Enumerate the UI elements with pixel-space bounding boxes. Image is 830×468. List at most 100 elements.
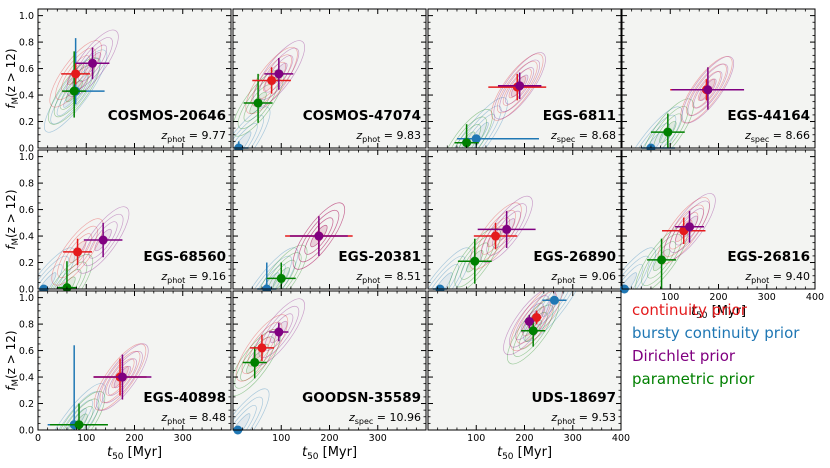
- dirichlet-contour: [66, 29, 119, 97]
- posterior-contours: [235, 202, 345, 289]
- x-tick-label: 300: [758, 292, 776, 303]
- y-tick-label: 0.8: [19, 38, 34, 49]
- dirichlet-contour: [304, 217, 334, 255]
- x-tick-label: 200: [125, 433, 143, 444]
- x-axis-label: t50 [Myr]: [302, 445, 357, 462]
- dirichlet-contour: [503, 291, 556, 356]
- panel-COSMOS-47074: COSMOS-47074 zphot = 9.83: [232, 8, 427, 153]
- redshift-label: zspec = 8.68: [550, 129, 616, 144]
- parametric-contour: [46, 261, 88, 289]
- bursty-contour: [444, 97, 508, 148]
- dirichlet-point: [98, 235, 108, 245]
- panel-EGS-40898: 0.0 0.2 0.4 0.6 0.8 1.0 0 100 200 300 EGS-40898 zph…: [19, 290, 232, 444]
- dirichlet-contour: [292, 202, 345, 270]
- bursty-contour: [622, 272, 637, 289]
- panel-EGS-26816: 100 200 300 400 EGS-26816 zphot = 9.40: [619, 149, 824, 303]
- panel-COSMOS-20646: 0.0 0.2 0.4 0.6 0.8 1.0 COSMOS-20646 zphot = 9.…: [19, 8, 232, 155]
- dirichlet-point: [685, 222, 695, 232]
- dirichlet-contour: [96, 343, 149, 411]
- bursty-contour: [457, 113, 496, 148]
- parametric-contour: [460, 242, 490, 280]
- bursty-point: [549, 295, 559, 305]
- panel-background: [38, 291, 231, 430]
- continuity-contour: [686, 63, 727, 116]
- redshift-label: zphot = 9.40: [744, 270, 810, 285]
- panel-background: [233, 291, 426, 430]
- x-tick-label: 100: [661, 292, 679, 303]
- parametric-point: [250, 357, 260, 367]
- parametric-contour: [52, 269, 82, 289]
- x-axis-label: t50 [Myr]: [107, 445, 162, 462]
- redshift-label: zspec = 10.96: [348, 411, 421, 426]
- x-tick-label: 200: [515, 433, 533, 444]
- parametric-point: [462, 138, 472, 148]
- galaxy-name: EGS-26816: [727, 249, 810, 265]
- dirichlet-contour: [258, 305, 300, 359]
- y-axis-label: fM(z > 12): [4, 330, 21, 390]
- x-tick-label: 300: [369, 433, 387, 444]
- parametric-contour: [260, 252, 302, 289]
- redshift-label: zphot = 9.16: [160, 270, 226, 285]
- continuity-contour: [63, 233, 93, 271]
- dirichlet-point: [274, 327, 284, 337]
- y-tick-label: 0.0: [19, 144, 34, 155]
- y-tick-label: 0.6: [19, 64, 34, 75]
- continuity-point: [267, 75, 277, 85]
- panel-background: [428, 9, 621, 148]
- panel-UDS-18697: 100 200 300 400 UDS-18697 zphot = 9.53: [427, 290, 630, 444]
- bursty-contour: [625, 114, 677, 148]
- continuity-point: [73, 247, 83, 257]
- dirichlet-point: [524, 316, 534, 326]
- y-axis-label: fM(z > 12): [4, 48, 21, 108]
- continuity-contour: [55, 47, 96, 100]
- bursty-contour: [38, 247, 76, 289]
- continuity-contour: [491, 53, 544, 121]
- parametric-contour: [255, 244, 308, 289]
- galaxy-name: GOODSN-35589: [302, 390, 421, 406]
- x-tick-label: 200: [320, 433, 338, 444]
- continuity-contour: [691, 71, 721, 109]
- bursty-contour: [622, 247, 656, 289]
- panel-EGS-68560: 0.0 0.2 0.4 0.6 0.8 1.0 EGS-68560 zphot = 9.16: [19, 149, 232, 296]
- x-tick-label: 100: [272, 433, 290, 444]
- galaxy-name: COSMOS-47074: [303, 108, 421, 124]
- bursty-contour: [233, 388, 270, 430]
- dirichlet-contour: [493, 52, 546, 120]
- x-tick-label: 300: [564, 433, 582, 444]
- redshift-label: zphot = 8.48: [160, 411, 226, 426]
- panel-EGS-20381: EGS-20381 zphot = 8.51: [232, 149, 427, 294]
- parametric-point: [657, 255, 667, 265]
- parametric-contour: [641, 98, 694, 148]
- x-tick-label: 300: [174, 433, 192, 444]
- bursty-contour: [38, 255, 70, 289]
- continuity-contour: [99, 350, 141, 404]
- continuity-contour: [663, 204, 705, 257]
- continuity-contour: [496, 60, 538, 114]
- bursty-contour: [233, 396, 264, 430]
- dirichlet-contour: [298, 209, 340, 263]
- x-tick-label: 400: [612, 433, 630, 444]
- galaxy-name: EGS-68560: [143, 249, 226, 265]
- y-tick-label: 1.0: [19, 293, 34, 304]
- galaxy-name: EGS-44164: [727, 108, 810, 124]
- galaxy-name: UDS-18697: [532, 390, 616, 406]
- parametric-contour: [647, 241, 677, 279]
- dirichlet-contour: [681, 56, 734, 124]
- panel-GOODSN-35589: 100 200 300 GOODSN-35589 zspec = 10.96: [232, 290, 427, 444]
- bursty-contour: [247, 264, 286, 289]
- continuity-point: [71, 69, 81, 79]
- panel-EGS-44164: EGS-44164 zspec = 8.66: [621, 8, 816, 153]
- legend-parametric: parametric prior: [632, 370, 755, 388]
- continuity-contour: [516, 291, 557, 344]
- parametric-contour: [234, 336, 275, 389]
- continuity-point: [257, 343, 267, 353]
- dirichlet-contour: [77, 206, 130, 274]
- x-tick-label: 400: [806, 292, 824, 303]
- redshift-label: zphot = 9.06: [550, 270, 616, 285]
- dirichlet-point: [314, 231, 324, 241]
- continuity-contour: [251, 54, 292, 107]
- legend-bursty: bursty continuity prior: [632, 324, 800, 342]
- y-tick-label: 0.2: [19, 399, 34, 410]
- redshift-label: zphot = 9.77: [160, 129, 226, 144]
